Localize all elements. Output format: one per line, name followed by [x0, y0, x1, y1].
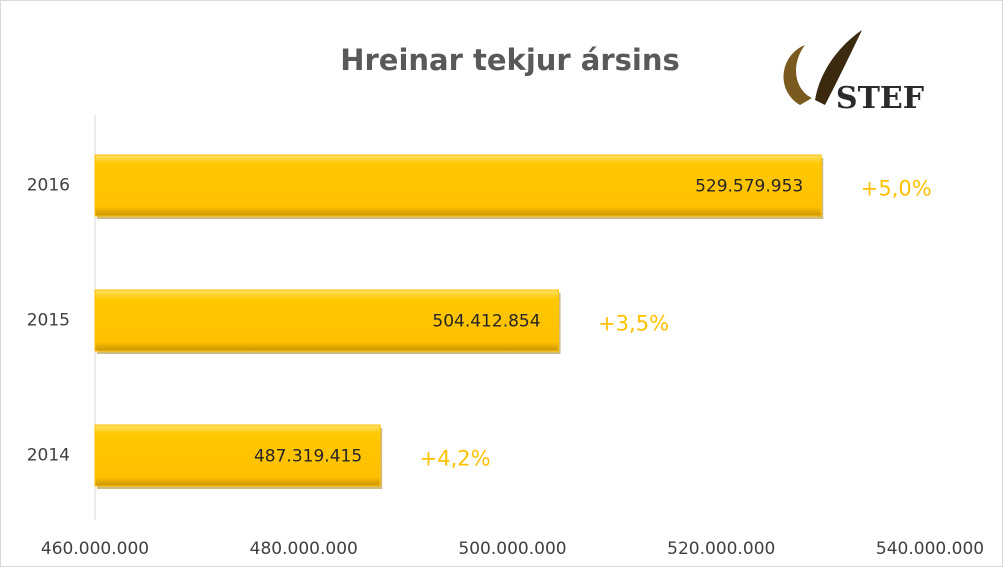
x-tick-label: 500.000.000	[458, 539, 566, 559]
bar	[94, 154, 822, 217]
value-label: 504.412.854	[432, 312, 540, 332]
annotation: +3,5%	[598, 312, 669, 336]
x-tick-label: 480.000.000	[250, 539, 358, 559]
x-tick-label: 540.000.000	[876, 539, 984, 559]
logo-text: STEF	[836, 81, 924, 116]
bar	[94, 424, 381, 487]
chart-title: Hreinar tekjur ársins	[340, 43, 680, 77]
annotation: +4,2%	[420, 447, 491, 471]
bar	[94, 289, 560, 352]
value-label: 529.579.953	[695, 177, 803, 197]
y-tick-label: 2016	[27, 176, 70, 196]
logo: STEF	[783, 30, 924, 116]
y-tick-label: 2015	[27, 311, 70, 331]
x-tick-label: 460.000.000	[41, 539, 149, 559]
value-label: 487.319.415	[254, 447, 362, 467]
annotation: +5,0%	[861, 177, 932, 201]
x-tick-label: 520.000.000	[667, 539, 775, 559]
y-tick-label: 2014	[27, 446, 70, 466]
